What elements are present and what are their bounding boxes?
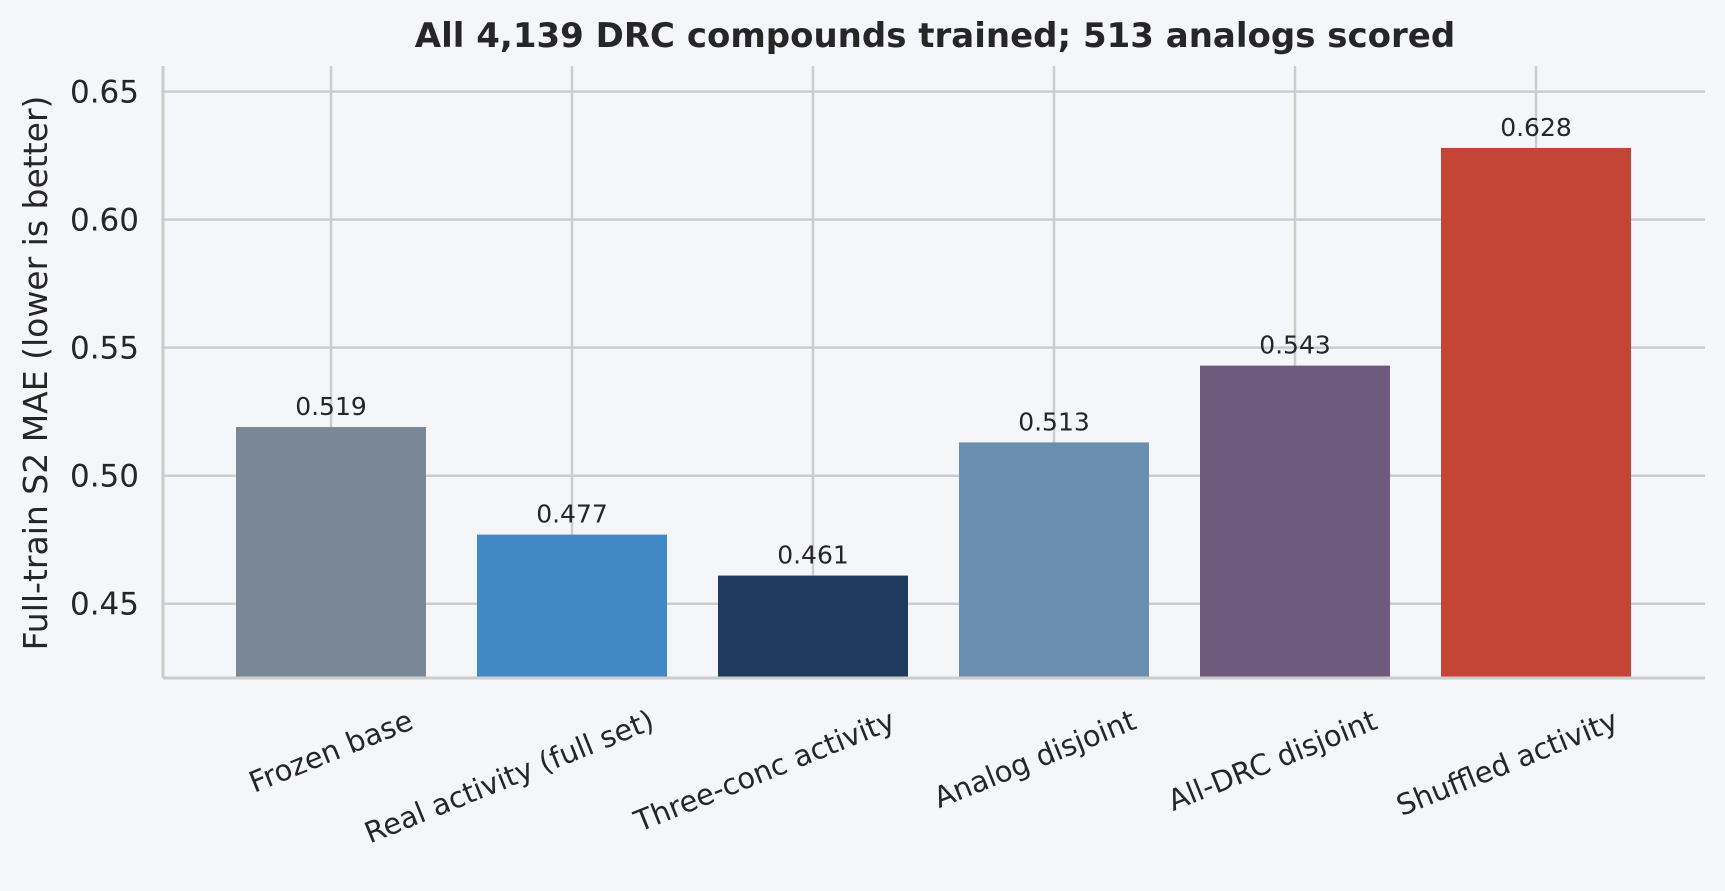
bar-value-label: 0.513 xyxy=(1018,407,1090,436)
bar-value-label: 0.543 xyxy=(1259,331,1331,360)
x-tick-label: Frozen base xyxy=(244,703,418,799)
y-tick-label: 0.45 xyxy=(70,587,139,623)
y-axis-label: Full-train S2 MAE (lower is better) xyxy=(16,96,55,651)
x-tick-label: Shuffled activity xyxy=(1391,703,1622,823)
bar-value-label: 0.628 xyxy=(1500,113,1572,142)
bar-frozen-base xyxy=(236,427,426,678)
bar-all-drc-disjoint xyxy=(1200,365,1390,678)
y-tick-label: 0.65 xyxy=(70,75,139,111)
bar-value-label: 0.519 xyxy=(295,392,367,421)
bar-analog-disjoint xyxy=(959,442,1149,678)
y-tick-label: 0.60 xyxy=(70,203,139,239)
bar-shuffled-activity xyxy=(1441,147,1631,679)
bar-layer: 0.519 0.477 0.461 0.513 0.543 0.628 xyxy=(236,113,1631,679)
x-tick-label: All-DRC disjoint xyxy=(1163,703,1382,818)
bar-three-conc-activity xyxy=(718,575,908,678)
bar-value-label: 0.477 xyxy=(536,500,608,529)
chart-title: All 4,139 DRC compounds trained; 513 ana… xyxy=(415,16,1455,56)
bar-value-label: 0.461 xyxy=(777,541,849,570)
x-tick-label: Three-conc activity xyxy=(629,703,900,839)
x-tick-label: Analog disjoint xyxy=(929,703,1141,815)
y-tick-label: 0.55 xyxy=(70,331,139,367)
bar-real-activity-full-set xyxy=(477,534,667,678)
y-tick-label: 0.50 xyxy=(70,459,139,495)
